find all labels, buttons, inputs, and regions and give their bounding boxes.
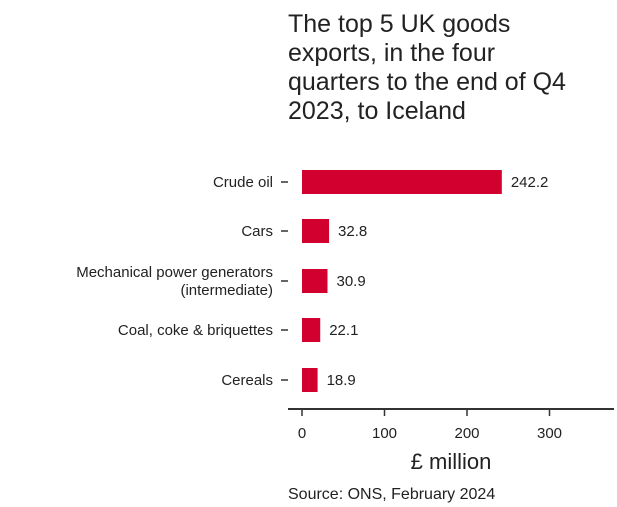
chart-title-line-3: quarters to the end of Q4 — [288, 68, 566, 96]
x-tick-label-2: 200 — [454, 425, 479, 442]
category-label-3-0: Coal, coke & briquettes — [118, 322, 273, 339]
category-label-1-0: Cars — [241, 223, 273, 240]
category-label-4-0: Cereals — [221, 372, 273, 389]
bar-chart: 242.2 Crude oil 32.8 Cars 30.9 Mechanical pow… — [76, 170, 614, 474]
x-tick-label-3: 300 — [537, 425, 562, 442]
bar-2 — [302, 269, 328, 293]
chart-title-line-4: 2023, to Iceland — [288, 97, 466, 125]
x-tick-label-1: 100 — [372, 425, 397, 442]
value-label-0: 242.2 — [511, 174, 549, 191]
source-note: Source: ONS, February 2024 — [288, 486, 496, 503]
category-label-2-0: Mechanical power generators — [76, 264, 273, 281]
value-label-1: 32.8 — [338, 223, 367, 240]
chart-title-line-1: The top 5 UK goods — [288, 10, 511, 38]
value-label-3: 22.1 — [329, 322, 358, 339]
x-axis-title: £ million — [411, 449, 492, 474]
chart-title: The top 5 UK goods exports, in the four … — [288, 10, 608, 126]
bar-0 — [302, 170, 502, 194]
chart-title-line-2: exports, in the four — [288, 39, 496, 67]
bar-4 — [302, 368, 318, 392]
bar-1 — [302, 219, 330, 243]
category-label-2-1: (intermediate) — [180, 282, 273, 299]
bar-3 — [302, 318, 321, 342]
x-tick-label-0: 0 — [298, 425, 306, 442]
category-label-0-0: Crude oil — [213, 174, 273, 191]
value-label-2: 30.9 — [336, 273, 365, 290]
value-label-4: 18.9 — [327, 372, 356, 389]
